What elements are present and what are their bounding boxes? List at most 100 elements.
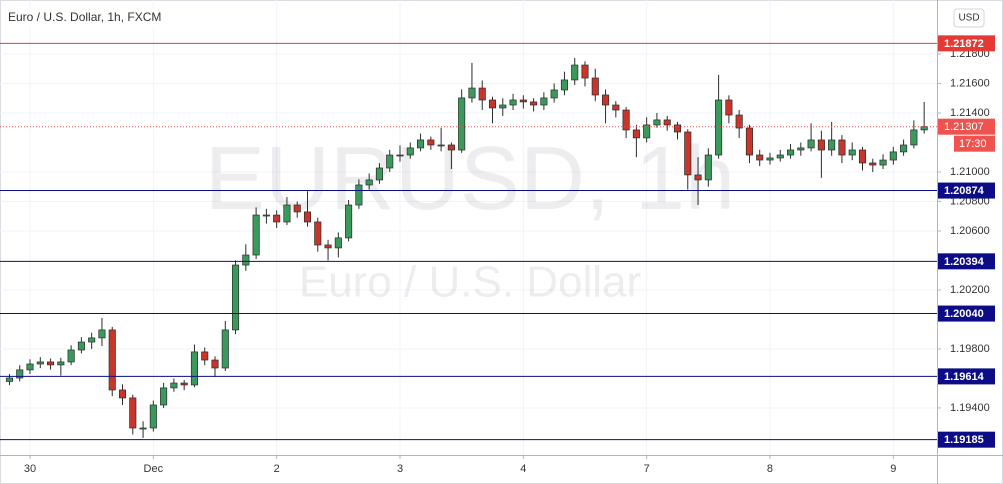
candle-body [365, 179, 373, 186]
candle-body [838, 139, 846, 156]
candle-body [900, 144, 908, 153]
candle-body [170, 382, 178, 389]
candle-body [396, 154, 404, 157]
last-price-label: 1.21307 [944, 121, 984, 133]
candle-body [139, 427, 147, 430]
candle-body [458, 97, 466, 151]
x-tick-label: 3 [397, 463, 403, 475]
candle-body [5, 377, 13, 382]
candle-body [108, 329, 116, 391]
candle-body [519, 99, 527, 103]
candle-body [828, 139, 836, 151]
level-label-bg [938, 35, 995, 52]
candle-body [478, 87, 486, 101]
y-tick-label: 1.19400 [950, 402, 990, 414]
y-tick-label: 1.19800 [950, 343, 990, 355]
candle-body [386, 154, 394, 169]
candle-body [694, 174, 702, 181]
candle-body [776, 154, 784, 159]
chart-title: Euro / U.S. Dollar, 1h, FXCM [8, 10, 161, 24]
grid [0, 0, 937, 455]
candle-body [293, 204, 301, 213]
candle-body [602, 94, 610, 106]
candle-body [889, 151, 897, 161]
candle-body [211, 359, 219, 369]
candle-body [417, 139, 425, 149]
candle-body [47, 361, 55, 366]
candle-body [653, 119, 661, 126]
currency-button[interactable] [953, 8, 985, 28]
candle-body [632, 129, 640, 139]
candle-body [540, 97, 548, 106]
candle-body [314, 221, 322, 246]
candle-body [591, 77, 599, 96]
candle-body [509, 99, 517, 106]
candle-body [817, 139, 825, 151]
candle-body [735, 114, 743, 129]
x-tick-label: 4 [520, 463, 526, 475]
candle-body [129, 397, 137, 429]
candle-body [262, 214, 270, 217]
candle-body [715, 99, 723, 156]
candle-body [118, 389, 127, 399]
y-tick-label: 1.20600 [950, 225, 990, 237]
candle-body [406, 147, 414, 156]
candle-body [550, 89, 558, 99]
y-tick-label: 1.21600 [950, 77, 990, 89]
candle-body [324, 244, 332, 249]
candle-body [201, 351, 209, 361]
countdown-label: 17:30 [959, 138, 987, 150]
candle-body [910, 129, 918, 146]
candle-body [427, 139, 435, 146]
watermark: EURUSD, 1h [205, 129, 735, 229]
x-tick-label: 30 [24, 463, 36, 475]
candle-body [468, 87, 476, 99]
level-label-bg [938, 431, 995, 448]
candle-body [26, 363, 34, 371]
y-tick-label: 1.21400 [950, 107, 990, 119]
axis: 1.218001.216001.214001.210001.208001.206… [24, 35, 995, 475]
level-label: 1.20874 [944, 185, 985, 197]
candle-body [447, 144, 455, 151]
candle-body [622, 109, 630, 131]
candle-body [756, 154, 764, 161]
candle-body [16, 369, 24, 379]
candle-body [190, 351, 198, 386]
candle-body [303, 211, 312, 223]
candle-body [673, 124, 682, 133]
candle-body [242, 254, 250, 266]
candle-body [663, 119, 671, 126]
candle-body [98, 329, 106, 339]
level-label-bg [938, 368, 995, 385]
candle-body [334, 237, 342, 249]
last-price-bg [938, 118, 995, 135]
candle-body [530, 101, 538, 106]
candle-body [273, 214, 281, 223]
candle-body [858, 149, 867, 164]
candle-body [797, 147, 805, 151]
candle-body [252, 214, 260, 256]
x-tick-label: 7 [644, 463, 650, 475]
countdown-bg [954, 135, 995, 152]
y-tick-label: 1.20200 [950, 284, 990, 296]
candle-body [807, 139, 815, 149]
candle-body [704, 154, 712, 181]
candle-body [571, 64, 579, 81]
candle-body [869, 162, 877, 166]
candle-body [88, 337, 96, 343]
candle-body [879, 159, 887, 166]
candle-body [499, 104, 507, 109]
level-label: 1.19185 [944, 434, 984, 446]
currency-label[interactable]: USD [958, 13, 979, 24]
candle-body [787, 149, 795, 156]
level-label-bg [938, 253, 995, 270]
watermark: Euro / U.S. Dollar [299, 258, 641, 307]
candle-body [488, 99, 497, 109]
x-tick-label: Dec [144, 463, 164, 475]
candle-body [437, 144, 445, 147]
candle-body [77, 341, 85, 351]
candle-body [149, 404, 157, 429]
level-label: 1.21872 [944, 38, 984, 50]
candle-body [848, 149, 856, 156]
